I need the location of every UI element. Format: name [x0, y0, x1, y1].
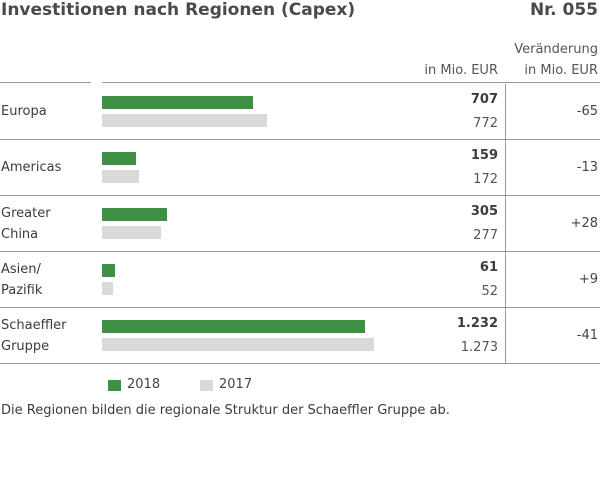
- value-label-2018: 1.232: [456, 316, 498, 331]
- value-label-2017: 772: [473, 116, 498, 131]
- legend-label-2018: 2018: [127, 377, 161, 392]
- bar-2018: [102, 320, 366, 333]
- legend-swatch-2017: [200, 380, 213, 391]
- bar-2017: [102, 114, 267, 127]
- change-value: +9: [578, 272, 598, 287]
- bar-2017: [102, 282, 114, 295]
- change-header-line-2: in Mio. EUR: [524, 63, 598, 78]
- row-separator: [0, 363, 600, 364]
- change-value: -13: [576, 160, 598, 175]
- value-label-2017: 172: [473, 172, 498, 187]
- change-value: -41: [576, 328, 598, 343]
- value-label-2017: 52: [481, 284, 498, 299]
- bar-2018: [102, 96, 254, 109]
- chart-title: Investitionen nach Regionen (Capex): [1, 0, 356, 20]
- category-label: Europa: [1, 101, 47, 122]
- value-column-header: in Mio. EUR: [424, 63, 498, 78]
- legend-label-2017: 2017: [219, 377, 253, 392]
- bar-2017: [102, 338, 374, 351]
- value-label-2018: 707: [470, 92, 498, 107]
- category-label-line: Pazifik: [1, 283, 43, 298]
- bar-2017: [102, 170, 139, 183]
- row-separator: [0, 307, 600, 308]
- value-label-2018: 305: [470, 204, 498, 219]
- row-separator: [0, 251, 600, 252]
- bar-2018: [102, 152, 136, 165]
- category-label-line: Schaeffler: [1, 318, 67, 333]
- category-label-line: China: [1, 227, 39, 242]
- category-label: Schaeffler Gruppe: [1, 315, 67, 357]
- legend-swatch-2018: [108, 380, 121, 391]
- column-divider-1: [505, 84, 506, 363]
- change-column-header: Veränderung in Mio. EUR: [514, 39, 598, 81]
- bar-2018: [102, 264, 116, 277]
- row-separator: [0, 139, 600, 140]
- value-label-2017: 277: [473, 228, 498, 243]
- category-label: Asien/Pazifik: [1, 259, 42, 301]
- header-rule-right: [102, 82, 600, 83]
- category-label-line: Asien/: [1, 262, 41, 277]
- header-rule-left: [0, 82, 91, 83]
- chart-number: Nr. 055: [529, 0, 598, 20]
- row-separator: [0, 195, 600, 196]
- category-label: Greater China: [1, 203, 51, 245]
- change-value: +28: [570, 216, 598, 231]
- value-label-2017: 1.273: [460, 340, 498, 355]
- category-label-line: Greater: [1, 206, 51, 221]
- footnote: Die Regionen bilden die regionale Strukt…: [1, 403, 450, 418]
- category-label-line: Gruppe: [1, 339, 50, 354]
- bar-2017: [102, 226, 162, 239]
- change-value: -65: [576, 104, 598, 119]
- category-label-line: Americas: [1, 160, 62, 175]
- value-label-2018: 61: [479, 260, 498, 275]
- value-label-2018: 159: [470, 148, 498, 163]
- bar-2018: [102, 208, 168, 221]
- category-label: Americas: [1, 157, 61, 178]
- change-header-line-1: Veränderung: [514, 42, 598, 57]
- category-label-line: Europa: [1, 104, 47, 119]
